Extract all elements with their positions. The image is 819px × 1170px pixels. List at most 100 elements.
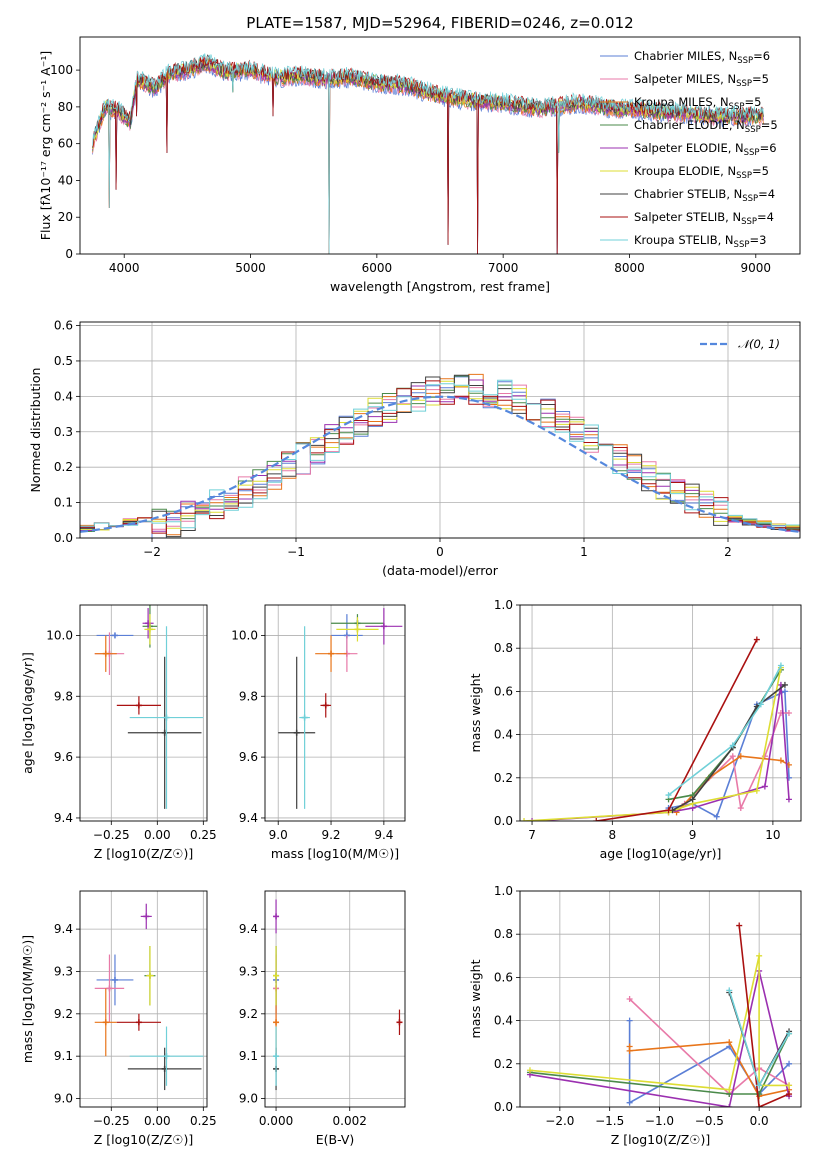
x-axis-label: mass [log10(M/M☉)] <box>271 846 399 861</box>
errorbar-point <box>129 626 204 809</box>
x-tick-label: 8000 <box>614 261 645 275</box>
x-tick-label: 8 <box>609 828 617 842</box>
x-tick-label: 9 <box>689 828 697 842</box>
weight-marker <box>737 805 744 812</box>
y-axis-label: mass weight <box>468 673 483 752</box>
y-tick-label: 0.0 <box>54 531 73 545</box>
x-tick-label: −1 <box>287 545 305 559</box>
errorbar-point <box>278 656 316 809</box>
axes-frame <box>79 890 208 1108</box>
weight-marker <box>729 753 736 760</box>
weight-marker <box>761 783 768 790</box>
plot-area <box>273 899 403 1091</box>
y-tick-label: 0 <box>65 247 73 261</box>
errorbar-point <box>96 632 134 639</box>
legend-entry: Kroupa ELODIE, NSSP=5 <box>634 164 769 181</box>
x-tick-label: 0 <box>436 545 444 559</box>
errorbar-point <box>142 608 154 639</box>
x-tick-label: −2 <box>143 545 161 559</box>
y-tick-label: 9.6 <box>54 750 73 764</box>
weight-marker <box>726 987 733 994</box>
x-axis-label: wavelength [Angstrom, rest frame] <box>330 279 550 294</box>
weight-marker <box>626 1017 633 1024</box>
errorbar-point <box>127 656 202 809</box>
weight-marker <box>726 1086 733 1093</box>
x-axis-label: Z [log10(Z/Z☉)] <box>94 1132 194 1147</box>
y-tick-label: 0.3 <box>54 425 73 439</box>
y-tick-label: 9.2 <box>239 1007 258 1021</box>
x-tick-label: 0.0 <box>750 1114 769 1128</box>
x-tick-label: 6000 <box>362 261 393 275</box>
errorbar-point <box>129 1026 204 1086</box>
x-tick-label: −1.5 <box>595 1114 624 1128</box>
errorbar-point <box>140 903 152 930</box>
y-axis-label: Flux [fλ10⁻¹⁷ erg cm⁻² s⁻¹ A⁻¹] <box>38 51 53 240</box>
y-tick-label: 9.0 <box>239 1092 258 1106</box>
panel-7: 0.000 0.002 9.0 9.1 9.2 9.3 9.4 E(B-V) <box>239 890 406 1147</box>
gaussian-curve <box>80 395 800 533</box>
y-tick-label: 9.4 <box>54 811 73 825</box>
plot-area <box>521 636 792 821</box>
panel-6: −0.25 0.00 0.25 9.0 9.1 9.2 9.3 9.4 Z [log10(Z/Z… <box>20 890 217 1147</box>
weight-marker <box>756 952 763 959</box>
x-tick-label: −0.25 <box>93 828 130 842</box>
y-tick-label: 0.1 <box>54 496 73 510</box>
weight-marker <box>786 1091 793 1098</box>
weight-series <box>668 665 782 796</box>
y-tick-label: 9.2 <box>54 1007 73 1021</box>
y-tick-label: 100 <box>50 63 73 77</box>
errorbar-point <box>273 946 280 1006</box>
plot-area <box>526 922 793 1107</box>
x-tick-label: 10 <box>765 828 780 842</box>
y-tick-label: 0.8 <box>494 641 513 655</box>
x-tick-label: 9.4 <box>374 828 393 842</box>
errorbar-point <box>94 635 117 672</box>
weight-marker <box>756 1104 763 1107</box>
y-tick-label: 0.0 <box>494 1100 513 1114</box>
errorbar-point <box>396 1009 403 1035</box>
x-tick-label: 0.00 <box>144 828 171 842</box>
x-tick-label: 0.25 <box>190 828 217 842</box>
errorbar-point <box>94 954 125 1023</box>
x-tick-label: 0.25 <box>190 1114 217 1128</box>
plot-area <box>94 605 204 809</box>
axes-frame <box>79 321 801 539</box>
legend-entry: Chabrier MILES, NSSP=6 <box>634 49 770 66</box>
legend-entry: Salpeter STELIB, NSSP=4 <box>634 210 774 227</box>
errorbar-point <box>96 954 134 1006</box>
gridlines <box>265 891 405 1107</box>
x-tick-label: 7 <box>528 828 536 842</box>
errorbar-point <box>94 988 117 1057</box>
y-axis-label: Normed distribution <box>28 368 43 493</box>
x-tick-label: −0.5 <box>695 1114 724 1128</box>
legend: Chabrier MILES, NSSP=6 Salpeter MILES, NS… <box>600 49 778 250</box>
figure-title: PLATE=1587, MJD=52964, FIBERID=0246, z=0… <box>246 14 633 32</box>
weight-marker <box>665 807 672 814</box>
weight-series <box>738 925 790 1107</box>
weight-marker <box>626 1099 633 1106</box>
x-tick-label: 0.00 <box>144 1114 171 1128</box>
y-tick-label: 9.3 <box>239 964 258 978</box>
weight-marker <box>593 818 600 821</box>
plot-area <box>80 373 800 538</box>
spectrum-line <box>92 54 764 254</box>
x-tick-label: 7000 <box>488 261 519 275</box>
weight-marker <box>626 996 633 1002</box>
legend-entry: Salpeter ELODIE, NSSP=6 <box>634 141 777 158</box>
axes-frame <box>519 890 802 1108</box>
y-axis-label: mass [log10(M/M☉)] <box>20 935 35 1063</box>
x-axis-label: E(B-V) <box>316 1132 355 1147</box>
y-axis-label: age [log10(age/yr)] <box>20 652 35 774</box>
y-tick-label: 0.4 <box>54 389 73 403</box>
panel-3: −0.25 0.00 0.25 9.4 9.6 9.8 10.0 Z [log10(Z/Z☉)… <box>20 604 217 861</box>
y-tick-label: 0.2 <box>494 771 513 785</box>
y-tick-label: 0.4 <box>494 1014 513 1028</box>
panel-8: −2.0 −1.5 −1.0 −0.5 0.0 0.0 0.2 0.4 0.6 0.8 1.0 Z [… <box>468 884 802 1147</box>
weight-marker <box>713 813 720 820</box>
weight-marker <box>521 818 528 821</box>
errorbar-point <box>273 1026 280 1086</box>
x-axis-label: (data-model)/error <box>382 563 499 578</box>
weight-marker <box>781 681 788 688</box>
x-tick-label: 1 <box>580 545 588 559</box>
panel-4: 9.0 9.2 9.4 9.4 9.6 9.8 10.0 mass [log10(M/M☉)] <box>231 604 406 861</box>
